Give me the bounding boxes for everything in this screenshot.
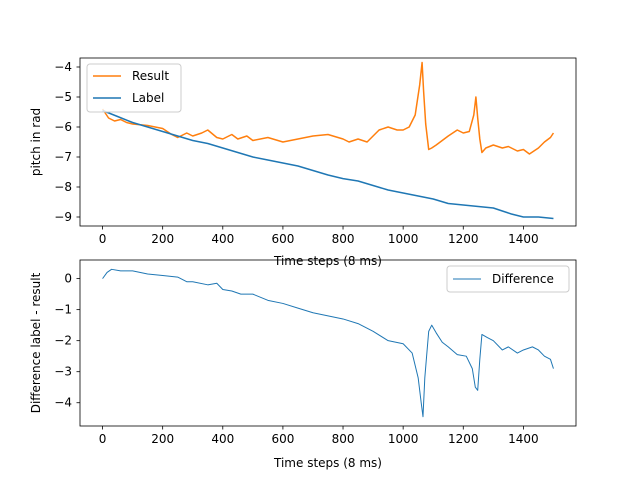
- top-y-tick-label: −5: [54, 90, 72, 104]
- series-label-line: [102, 109, 554, 220]
- top-x-axis-label: Time steps (8 ms): [273, 254, 382, 268]
- top-x-tick-label: 800: [332, 232, 355, 246]
- top-legend: Result Label: [86, 63, 182, 113]
- bottom-legend-box: [446, 265, 570, 293]
- bottom-x-tick-label: 800: [332, 432, 355, 446]
- top-y-tick-label: −7: [54, 150, 72, 164]
- top-x-tick-label: 600: [271, 232, 294, 246]
- top-y-ticks: −4 −5 −6 −7 −8 −9: [54, 60, 80, 224]
- top-y-tick-label: −4: [54, 60, 72, 74]
- bottom-y-axis-label: Difference label - result: [29, 272, 43, 413]
- bottom-legend: Difference: [446, 265, 570, 293]
- top-x-tick-label: 0: [99, 232, 107, 246]
- series-result-line: [101, 61, 555, 155]
- bottom-x-ticks: 0 200 400 600 800 1000 1200 1400: [99, 426, 539, 446]
- bottom-x-tick-label: 400: [211, 432, 234, 446]
- bottom-y-tick-label: −2: [54, 334, 72, 348]
- series-difference-line: [102, 268, 554, 418]
- bottom-axes-frame: [79, 259, 577, 427]
- top-y-tick-label: −8: [54, 180, 72, 194]
- top-x-tick-label: 1200: [448, 232, 479, 246]
- bottom-x-tick-label: 1400: [508, 432, 539, 446]
- bottom-x-tick-label: 1200: [448, 432, 479, 446]
- legend-result-label: Result: [132, 69, 169, 83]
- bottom-y-tick-label: −3: [54, 365, 72, 379]
- bottom-x-tick-label: 0: [99, 432, 107, 446]
- bottom-y-ticks: 0 −1 −2 −3 −4: [54, 272, 80, 410]
- top-x-tick-label: 200: [151, 232, 174, 246]
- top-x-tick-label: 400: [211, 232, 234, 246]
- bottom-x-tick-label: 200: [151, 432, 174, 446]
- top-x-tick-label: 1400: [508, 232, 539, 246]
- top-series-lines: [101, 61, 555, 220]
- legend-difference-label: Difference: [492, 272, 554, 286]
- top-y-axis-label: pitch in rad: [29, 108, 43, 176]
- bottom-x-tick-label: 1000: [388, 432, 419, 446]
- bottom-x-axis-label: Time steps (8 ms): [273, 456, 382, 470]
- top-y-tick-label: −6: [54, 120, 72, 134]
- top-axes-frame: [79, 57, 577, 227]
- legend-label-label: Label: [132, 91, 164, 105]
- bottom-series-lines: [102, 268, 554, 418]
- bottom-y-tick-label: −4: [54, 396, 72, 410]
- bottom-y-tick-label: 0: [64, 272, 72, 286]
- top-x-ticks: 0 200 400 600 800 1000 1200 1400: [99, 226, 539, 246]
- top-y-tick-label: −9: [54, 210, 72, 224]
- top-x-tick-label: 1000: [388, 232, 419, 246]
- bottom-y-tick-label: −1: [54, 303, 72, 317]
- bottom-subplot: 0 200 400 600 800 1000 1200 1400 0 −1 −2 −3 −4 Time…: [29, 259, 577, 470]
- bottom-x-tick-label: 600: [271, 432, 294, 446]
- top-subplot: 0 200 400 600 800 1000 1200 1400 −4 −5 −6 −7 −8 −9 T…: [29, 57, 577, 268]
